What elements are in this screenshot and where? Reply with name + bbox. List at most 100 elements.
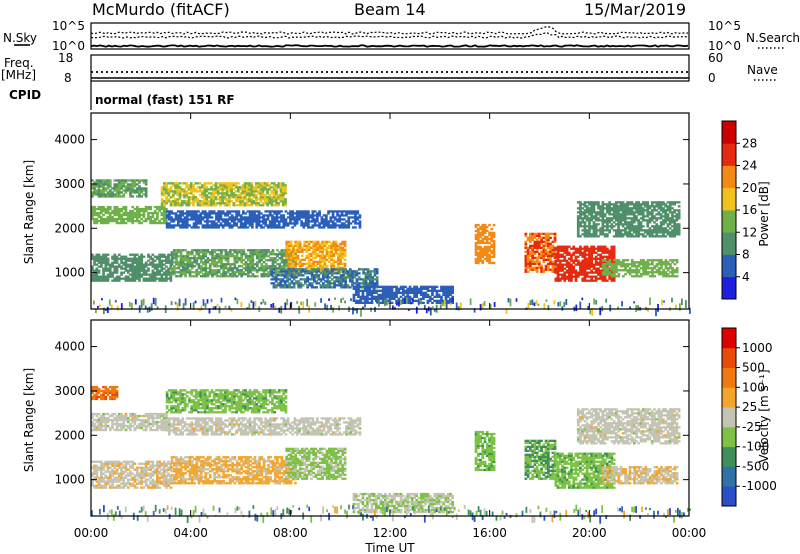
power-cell [549, 246, 552, 249]
power-cell [646, 209, 650, 212]
power-cell [106, 217, 110, 221]
power-cell [526, 260, 530, 263]
power-cell [215, 255, 219, 258]
power-cell [321, 264, 324, 267]
power-cell [165, 275, 168, 278]
power-cell [304, 280, 307, 283]
power-cell [319, 268, 322, 271]
power-cell [251, 265, 255, 268]
power-cell [353, 276, 357, 279]
power-cell [165, 219, 168, 223]
power-cell [129, 273, 132, 276]
power-cell [306, 272, 309, 275]
power-cell [251, 253, 255, 256]
power-cell [249, 257, 252, 260]
power-cell [677, 215, 681, 218]
power-cell [217, 212, 220, 215]
power-cell [115, 221, 119, 225]
power-cell [192, 188, 195, 191]
power-cell [153, 205, 157, 209]
power-cell [229, 265, 232, 268]
power-cell [113, 189, 117, 192]
power-cell [554, 261, 558, 264]
power-cell [492, 243, 496, 247]
power-cell [337, 278, 341, 281]
power-cell [542, 240, 546, 243]
power-cell [129, 191, 132, 194]
power-cell [201, 226, 205, 229]
power-cell [677, 233, 681, 236]
power-cell [381, 291, 385, 294]
power-cell [249, 275, 252, 278]
power-cell [172, 200, 175, 203]
power-cell [102, 207, 105, 211]
power-cell [102, 277, 105, 280]
power-cell [492, 223, 496, 227]
power-cell [359, 301, 363, 304]
power-cell [233, 216, 236, 219]
power-cell [544, 242, 548, 245]
power-cell [422, 285, 425, 288]
power-cell [583, 279, 587, 282]
power-cell [240, 273, 243, 276]
power-cell [244, 263, 248, 266]
power-cell [142, 213, 146, 217]
power-cell [630, 201, 634, 204]
power-cell [474, 257, 478, 261]
power-cell [366, 274, 370, 277]
power-cell [204, 259, 208, 262]
power-cell [601, 249, 605, 252]
power-cell [224, 222, 227, 225]
power-cell [102, 195, 105, 198]
power-cell [630, 271, 634, 274]
power-cell [153, 277, 157, 280]
power-cell [659, 203, 663, 206]
power-cell [248, 218, 252, 221]
power-cell [604, 263, 607, 266]
power-cell [608, 255, 611, 258]
power-cell [657, 227, 661, 230]
power-cell [597, 271, 600, 274]
power-cell [251, 263, 255, 266]
power-cell [608, 257, 611, 260]
power-cell [138, 221, 141, 225]
power-cell [608, 203, 611, 206]
power-cell [583, 257, 587, 260]
power-cell [255, 265, 259, 268]
power-cell [289, 266, 293, 269]
power-cell [474, 237, 478, 241]
power-cell [624, 259, 627, 262]
power-cell [440, 299, 443, 302]
power-cell [339, 244, 342, 247]
power-cell [234, 184, 238, 187]
power-cell [208, 259, 212, 262]
power-cell [330, 248, 333, 251]
power-cell [339, 258, 342, 261]
power-cell [610, 249, 614, 252]
n-sky-label: N.Sky [3, 31, 37, 45]
power-cell [362, 280, 365, 283]
power-cell [253, 212, 256, 215]
power-cell [242, 267, 246, 270]
power-cell [572, 275, 576, 278]
power-cell [197, 253, 201, 256]
power-cell [131, 279, 135, 282]
power-cell [540, 246, 543, 249]
power-cell [239, 202, 242, 205]
power-cell [140, 263, 143, 266]
power-cell [306, 280, 309, 283]
power-cell [488, 241, 491, 245]
power-cell [220, 251, 223, 254]
power-cell [215, 261, 219, 264]
power-cell [169, 265, 173, 268]
power-cell [639, 229, 643, 232]
power-cell [344, 280, 348, 283]
power-cell [138, 179, 141, 182]
power-cell [181, 214, 185, 217]
power-cell [371, 270, 374, 273]
power-cell [477, 231, 480, 235]
power-cell [305, 240, 309, 243]
power-cell [657, 211, 661, 214]
power-cell [673, 231, 676, 234]
power-cell [603, 215, 607, 218]
